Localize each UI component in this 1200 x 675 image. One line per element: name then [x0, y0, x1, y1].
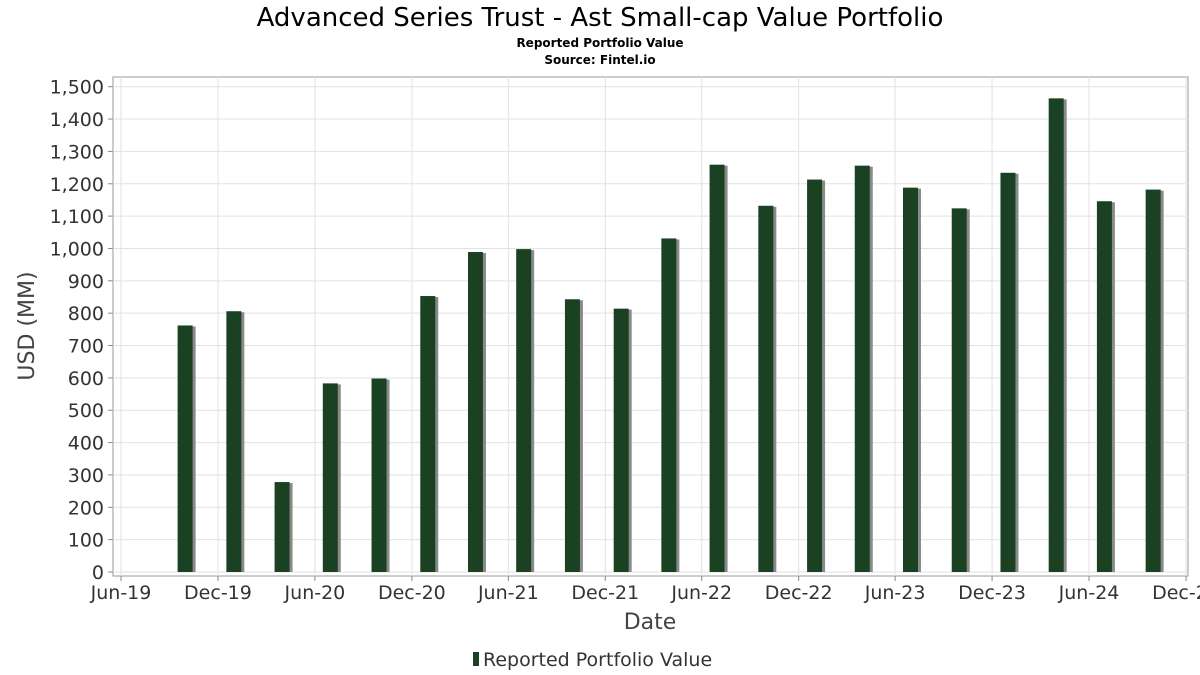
y-tick-label: 1,500 [50, 77, 104, 99]
bar [274, 482, 290, 572]
y-tick-label: 300 [68, 465, 104, 487]
x-tick-label: Jun-19 [90, 582, 152, 604]
legend: Reported Portfolio Value [473, 649, 712, 671]
bars [177, 98, 1164, 573]
bar [1048, 98, 1064, 573]
bar [1096, 201, 1112, 572]
bar [854, 165, 870, 572]
bar [709, 164, 725, 573]
bar [420, 296, 436, 572]
x-tick-label: Jun-24 [1058, 582, 1120, 604]
y-tick-label: 200 [68, 497, 104, 519]
x-axis: Jun-19 Dec-19 Jun-20 Dec-20 Jun-21 Dec-21 Jun-… [90, 576, 1200, 604]
chart-subtitle: Reported Portfolio Value [516, 36, 683, 50]
x-tick-label: Jun-20 [284, 582, 346, 604]
bar [758, 205, 774, 572]
y-tick-label: 100 [68, 530, 104, 552]
x-tick-label: Dec-21 [571, 582, 639, 604]
x-tick-label: Jun-21 [477, 582, 539, 604]
y-tick-label: 1,300 [50, 141, 104, 163]
y-tick-label: 500 [68, 400, 104, 422]
chart-source: Source: Fintel.io [544, 53, 655, 67]
x-tick-label: Jun-23 [864, 582, 926, 604]
y-tick-label: 1,100 [50, 206, 104, 228]
x-tick-label: Dec-24 [1152, 582, 1200, 604]
bar [516, 249, 532, 572]
y-axis: 0 100 200 300 400 500 600 700 800 900 1,000 1,100 1,… [50, 77, 113, 584]
y-tick-label: 700 [68, 336, 104, 358]
y-tick-label: 800 [68, 303, 104, 325]
bar [661, 238, 677, 573]
legend-swatch [473, 652, 479, 666]
bar [226, 311, 242, 572]
bar [467, 252, 483, 572]
bar [902, 187, 918, 572]
y-tick-label: 600 [68, 368, 104, 390]
x-axis-label: Date [624, 610, 677, 635]
y-tick-label: 400 [68, 433, 104, 455]
y-tick-label: 1,400 [50, 109, 104, 131]
bar [1145, 189, 1161, 572]
bar [322, 383, 338, 572]
x-tick-label: Dec-20 [378, 582, 446, 604]
y-tick-label: 1,000 [50, 238, 104, 260]
bar [371, 378, 387, 572]
bar [613, 308, 629, 572]
bar [951, 208, 967, 572]
x-tick-label: Dec-22 [765, 582, 833, 604]
chart-title: Advanced Series Trust - Ast Small-cap Va… [257, 3, 944, 33]
x-tick-label: Dec-23 [958, 582, 1026, 604]
bar [177, 325, 193, 572]
x-tick-label: Dec-19 [184, 582, 252, 604]
x-tick-label: Jun-22 [670, 582, 732, 604]
bar [807, 179, 823, 572]
bar [1000, 172, 1016, 572]
y-axis-label: USD (MM) [15, 271, 40, 380]
y-tick-label: 1,200 [50, 174, 104, 196]
legend-label: Reported Portfolio Value [483, 649, 712, 671]
y-tick-label: 900 [68, 271, 104, 293]
bar [564, 299, 580, 572]
y-tick-label: 0 [92, 562, 104, 584]
